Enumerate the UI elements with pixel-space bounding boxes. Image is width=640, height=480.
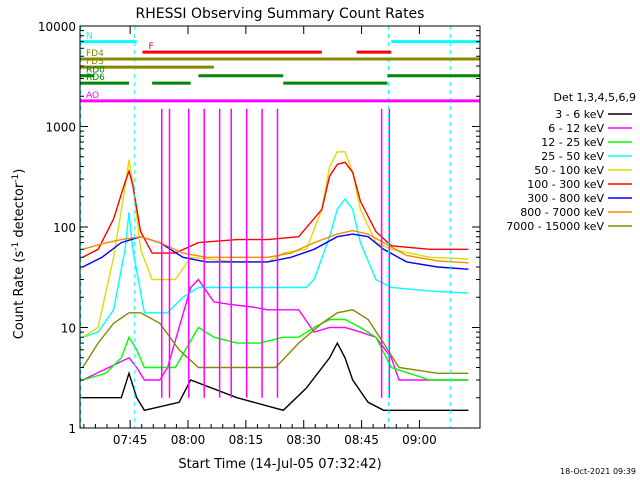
x-tick-label: 08:30 [286, 433, 321, 447]
series-line-2 [82, 318, 469, 381]
flag-label-ao: AO [86, 91, 99, 101]
legend-label: 100 - 300 keV [527, 178, 604, 191]
y-axis-label-sup: -1 [11, 242, 21, 251]
flag-label-fds: FDS [86, 57, 104, 67]
series-layer [80, 26, 469, 428]
y-axis-label-sup: -1 [11, 174, 21, 183]
flag-label-rd6: RD6 [86, 73, 105, 83]
x-tick-label: 07:45 [113, 433, 148, 447]
chart-title: RHESSI Observing Summary Count Rates [136, 6, 425, 22]
y-axis-label: Count Rate (s-1 detector-1) [11, 169, 27, 340]
x-axis-label: Start Time (14-Jul-05 07:32:42) [178, 457, 381, 472]
series-line-5 [82, 161, 469, 258]
footer-date: 18-Oct-2021 09:39 [560, 467, 636, 476]
legend-label: 7000 - 15000 keV [506, 220, 604, 233]
legend-label: 3 - 6 keV [555, 108, 604, 121]
y-tick-label: 1 [68, 422, 76, 436]
legend-label: 300 - 800 keV [527, 192, 604, 205]
x-tick-label: 08:00 [171, 433, 206, 447]
flag-label-fd4: FD4 [86, 49, 104, 59]
legend-label: 25 - 50 keV [541, 150, 604, 163]
legend-label: 6 - 12 keV [548, 122, 604, 135]
flag-label-f: F [148, 42, 153, 52]
series-line-3 [82, 197, 469, 338]
series-line-4 [82, 151, 469, 338]
legend-label: 12 - 25 keV [541, 136, 604, 149]
series-line-8 [82, 309, 469, 374]
y-axis-label-part: Count Rate (s [12, 251, 27, 340]
flag-label-n: N [86, 32, 93, 42]
y-tick-label: 10 [61, 322, 76, 336]
legend-label: 50 - 100 keV [534, 164, 604, 177]
x-tick-label: 08:45 [344, 433, 379, 447]
y-axis-label-part: ) [12, 169, 27, 174]
x-tick-label: 09:00 [402, 433, 437, 447]
y-tick-label: 1000 [45, 121, 76, 135]
series-line-0 [82, 341, 469, 412]
legend-label: 800 - 7000 keV [520, 206, 604, 219]
legend-title: Det 1,3,4,5,6,9 [553, 91, 636, 104]
x-tick-label: 08:15 [229, 433, 264, 447]
y-axis-label-part: detector [12, 182, 27, 242]
series-line-7 [82, 229, 469, 264]
flag-label-rd0: RD0 [86, 66, 105, 76]
y-tick-label: 10000 [38, 20, 76, 34]
axis-layer: 1 10 100 1000 10000 07:45 08:00 08:15 08:30 08:45… [38, 20, 481, 447]
y-tick-label: 100 [53, 221, 76, 235]
